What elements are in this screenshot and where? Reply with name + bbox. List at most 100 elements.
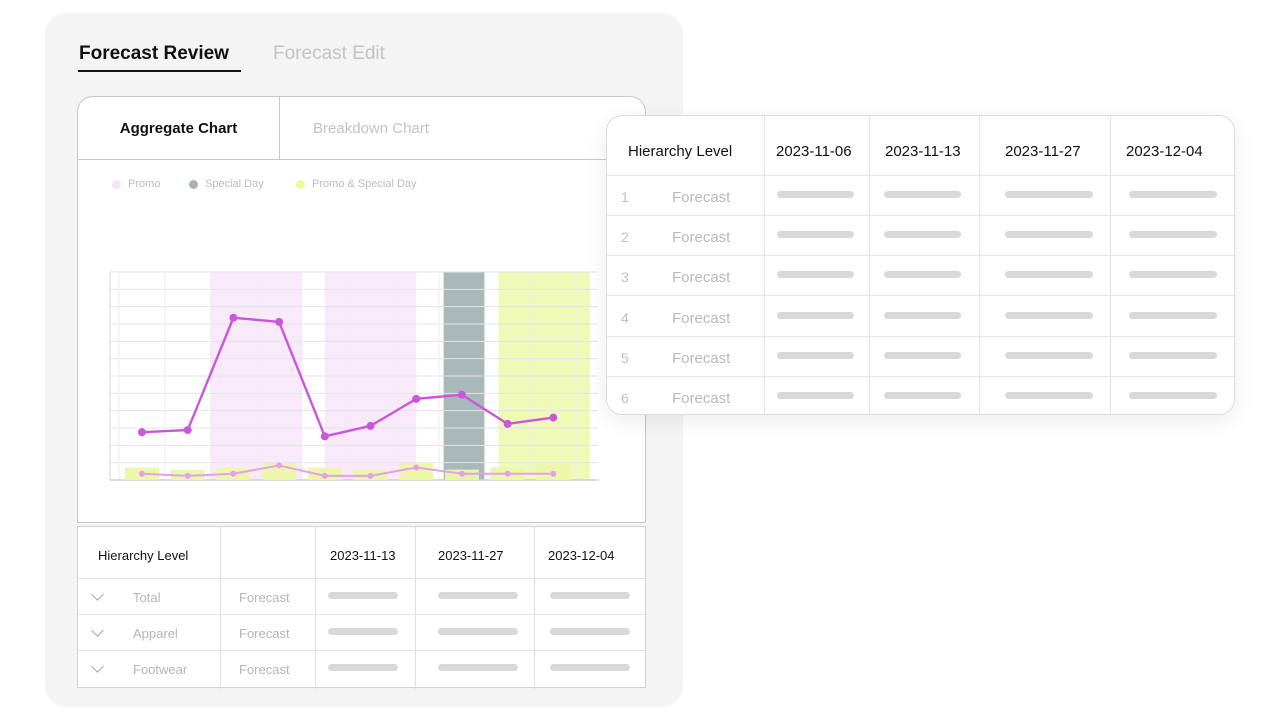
column-divider — [315, 527, 316, 689]
row-divider — [607, 255, 1234, 256]
data-point — [367, 472, 374, 479]
value-placeholder — [777, 351, 854, 359]
row-number: 1 — [621, 189, 629, 205]
value-placeholder — [1005, 271, 1093, 279]
value-placeholder — [884, 311, 961, 319]
value-placeholder — [1005, 351, 1093, 359]
chevron-down-icon[interactable] — [91, 624, 104, 637]
value-placeholder — [1005, 392, 1093, 399]
column-header-date: 2023-12-04 — [1126, 143, 1203, 160]
value-placeholder — [777, 231, 854, 239]
row-name: Total — [133, 590, 161, 605]
aggregate-chart-plot — [109, 271, 598, 481]
chart-tab-bar: Aggregate Chart Breakdown Chart — [78, 97, 645, 160]
row-divider — [607, 215, 1234, 216]
forecast-date-table: Hierarchy Level 2023-11-06 2023-11-13 20… — [606, 115, 1235, 415]
column-header-date: 2023-11-06 — [776, 143, 852, 160]
tab-forecast-edit[interactable]: Forecast Edit — [273, 43, 385, 64]
row-number: 5 — [621, 349, 629, 366]
value-placeholder — [777, 392, 854, 399]
chevron-down-icon[interactable] — [91, 588, 104, 601]
value-placeholder — [884, 231, 961, 239]
value-placeholder — [1129, 191, 1217, 198]
value-placeholder — [550, 664, 630, 671]
chevron-down-icon[interactable] — [91, 660, 104, 673]
data-point — [366, 421, 375, 430]
hierarchy-table: Hierarchy Level 2023-11-13 2023-11-27 20… — [77, 526, 647, 689]
row-type: Forecast — [672, 189, 731, 206]
data-point — [321, 472, 328, 479]
value-placeholder — [550, 592, 630, 599]
row-type: Forecast — [239, 590, 290, 605]
value-placeholder — [438, 664, 518, 671]
column-header-date: 2023-11-27 — [438, 548, 504, 563]
column-divider — [534, 527, 535, 689]
legend-swatch-special-day — [189, 180, 198, 189]
column-divider — [764, 116, 765, 414]
value-placeholder — [550, 628, 630, 635]
data-point — [139, 470, 145, 477]
value-placeholder — [884, 191, 961, 198]
series-line — [141, 464, 554, 477]
row-name: Footwear — [133, 662, 188, 677]
value-placeholder — [884, 271, 961, 279]
row-type: Forecast — [239, 662, 290, 677]
row-type: Forecast — [239, 626, 290, 641]
value-placeholder — [1005, 231, 1093, 239]
legend-swatch-promo — [112, 180, 121, 189]
column-header-date: 2023-12-04 — [548, 548, 615, 563]
value-placeholder — [777, 311, 854, 319]
value-placeholder — [777, 191, 854, 198]
column-header-hierarchy-level: Hierarchy Level — [628, 143, 733, 160]
value-placeholder — [438, 592, 518, 599]
row-type: Forecast — [672, 390, 731, 407]
tab-breakdown-chart[interactable]: Breakdown Chart — [313, 120, 429, 137]
tab-aggregate-chart[interactable]: Aggregate Chart — [78, 97, 280, 160]
row-type: Forecast — [672, 269, 731, 287]
value-placeholder — [1129, 351, 1217, 359]
value-placeholder — [1129, 271, 1217, 279]
series-line — [141, 316, 554, 438]
legend-label-promo: Promo — [128, 178, 161, 190]
column-header-date: 2023-11-13 — [885, 143, 961, 160]
legend-swatch-promo-special-day — [296, 180, 305, 189]
column-divider — [979, 116, 980, 414]
row-number: 3 — [621, 269, 629, 286]
data-point — [457, 390, 466, 399]
data-point — [504, 470, 511, 477]
row-divider — [78, 578, 647, 579]
data-point — [229, 313, 238, 322]
value-placeholder — [1005, 191, 1093, 198]
volume-bar — [399, 463, 434, 480]
column-divider — [415, 527, 416, 689]
value-placeholder — [328, 664, 398, 671]
row-type: Forecast — [672, 229, 731, 247]
column-divider — [869, 116, 870, 414]
value-placeholder — [1129, 392, 1217, 399]
row-type: Forecast — [672, 309, 731, 327]
active-tab-indicator — [78, 70, 241, 72]
column-header-hierarchy-level: Hierarchy Level — [98, 548, 189, 563]
row-type: Forecast — [672, 349, 731, 367]
row-name: Apparel — [133, 626, 178, 641]
row-divider — [78, 650, 647, 651]
row-number: 2 — [621, 229, 629, 246]
column-header-date: 2023-11-13 — [330, 548, 396, 563]
value-placeholder — [884, 392, 961, 399]
data-point — [320, 432, 329, 441]
chart-card: Aggregate Chart Breakdown Chart Promo Sp… — [77, 96, 646, 523]
data-point — [183, 426, 192, 435]
column-divider — [1110, 116, 1111, 414]
value-placeholder — [328, 628, 398, 635]
row-divider — [78, 614, 647, 615]
row-divider — [607, 175, 1234, 176]
data-point — [275, 317, 284, 326]
row-divider — [607, 295, 1234, 296]
legend-label-promo-special-day: Promo & Special Day — [312, 178, 417, 190]
data-point — [138, 428, 146, 437]
tab-forecast-review[interactable]: Forecast Review — [79, 43, 229, 64]
data-point — [549, 413, 558, 422]
forecast-panel: Forecast Review Forecast Edit Aggregate … — [45, 13, 683, 707]
row-divider — [607, 336, 1234, 337]
data-point — [413, 464, 420, 471]
